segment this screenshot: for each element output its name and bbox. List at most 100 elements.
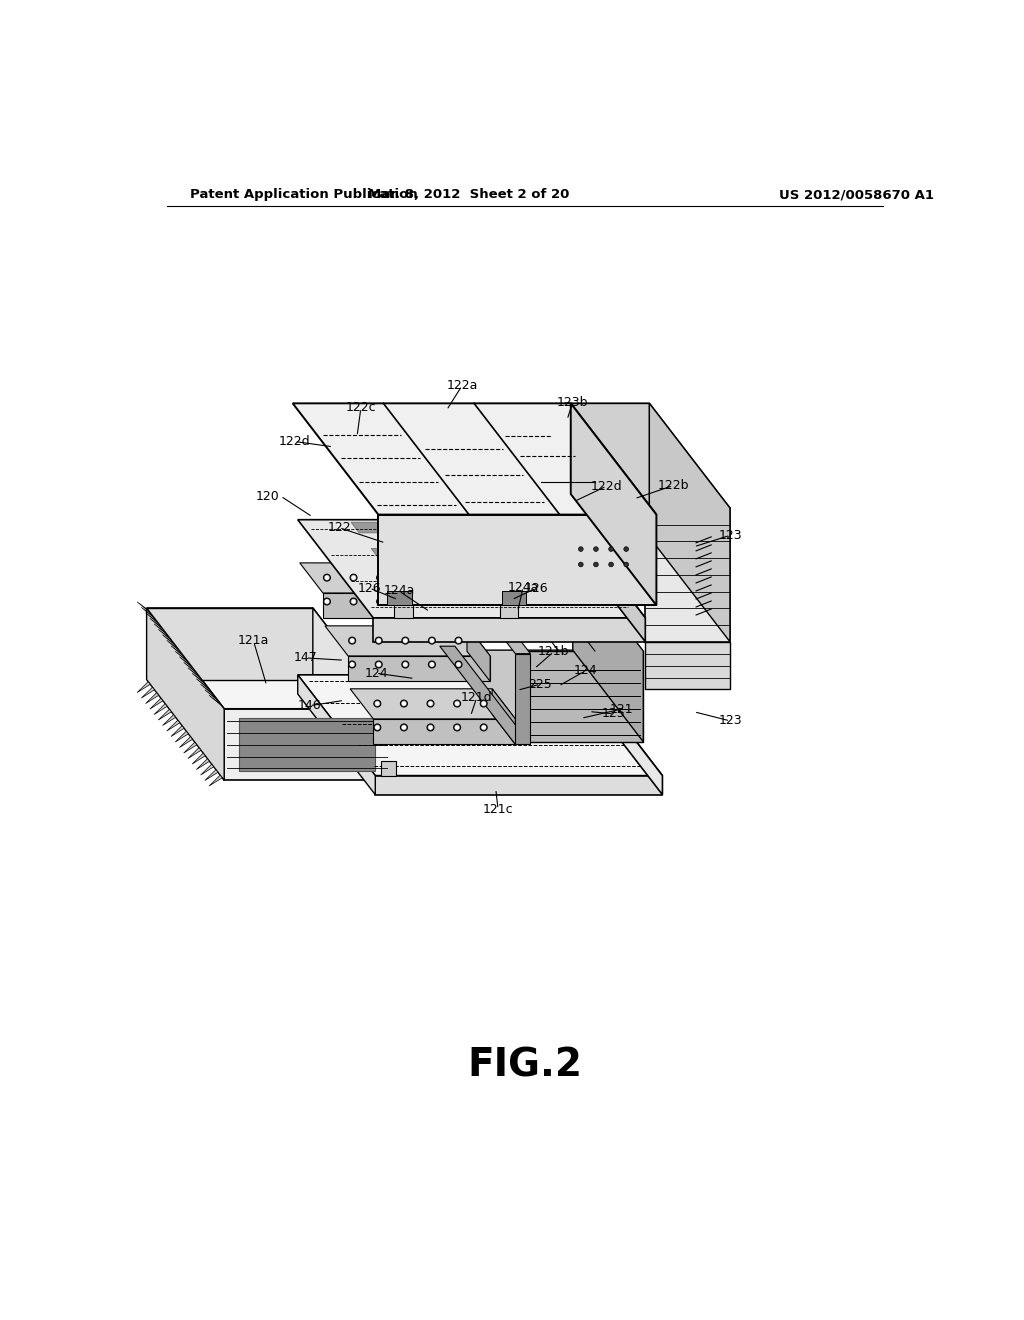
Text: 123b: 123b (557, 396, 588, 409)
Circle shape (579, 562, 583, 566)
Text: 123: 123 (719, 529, 742, 541)
Polygon shape (188, 747, 201, 759)
Polygon shape (501, 589, 518, 618)
Polygon shape (298, 675, 376, 795)
Polygon shape (372, 549, 419, 558)
Circle shape (430, 663, 434, 667)
Text: Patent Application Publication: Patent Application Publication (190, 189, 418, 202)
Polygon shape (527, 671, 567, 684)
Circle shape (427, 700, 434, 708)
Text: 121: 121 (609, 702, 633, 715)
Text: 122: 122 (328, 521, 351, 535)
Polygon shape (441, 562, 465, 619)
Polygon shape (538, 684, 567, 693)
Polygon shape (387, 591, 412, 606)
Polygon shape (150, 698, 163, 709)
Polygon shape (154, 624, 167, 635)
Circle shape (348, 661, 355, 668)
Polygon shape (645, 508, 730, 642)
Polygon shape (374, 618, 645, 642)
Circle shape (455, 725, 460, 730)
Circle shape (400, 723, 408, 731)
Circle shape (350, 663, 354, 667)
Polygon shape (201, 684, 214, 696)
Polygon shape (323, 593, 465, 619)
Polygon shape (467, 626, 490, 681)
Polygon shape (205, 770, 218, 780)
Circle shape (480, 723, 487, 731)
Polygon shape (493, 689, 515, 744)
Text: 122a: 122a (446, 379, 478, 392)
Text: Mar. 8, 2012  Sheet 2 of 20: Mar. 8, 2012 Sheet 2 of 20 (369, 189, 569, 202)
Circle shape (455, 661, 462, 668)
Circle shape (324, 598, 331, 605)
Polygon shape (515, 653, 530, 744)
Circle shape (624, 562, 629, 566)
Circle shape (594, 562, 598, 566)
Polygon shape (193, 673, 205, 684)
Text: 122d: 122d (591, 479, 623, 492)
Polygon shape (150, 618, 163, 630)
Polygon shape (175, 651, 188, 663)
Polygon shape (522, 651, 643, 742)
Text: 122c: 122c (345, 401, 376, 414)
Circle shape (401, 661, 409, 668)
Circle shape (480, 700, 487, 708)
Circle shape (377, 598, 384, 605)
Polygon shape (141, 688, 155, 698)
Circle shape (377, 639, 381, 643)
Polygon shape (171, 726, 184, 737)
Text: 123: 123 (719, 714, 742, 727)
Polygon shape (348, 656, 490, 681)
Polygon shape (325, 626, 490, 656)
Text: 120: 120 (256, 490, 280, 503)
Polygon shape (201, 764, 214, 775)
Circle shape (325, 576, 330, 579)
Polygon shape (167, 640, 180, 651)
Polygon shape (209, 775, 222, 785)
Polygon shape (167, 721, 180, 731)
Polygon shape (163, 635, 176, 645)
Text: 121a: 121a (238, 635, 269, 647)
Polygon shape (446, 549, 495, 558)
Polygon shape (179, 657, 193, 668)
Polygon shape (427, 523, 474, 533)
Circle shape (430, 574, 437, 581)
Polygon shape (209, 696, 222, 706)
Text: FIG.2: FIG.2 (467, 1045, 583, 1084)
Circle shape (427, 723, 434, 731)
Polygon shape (298, 520, 645, 618)
Polygon shape (376, 776, 663, 795)
Circle shape (378, 599, 382, 603)
Circle shape (377, 663, 381, 667)
Polygon shape (564, 404, 649, 537)
Circle shape (351, 599, 356, 603)
Polygon shape (154, 704, 167, 714)
Polygon shape (645, 642, 730, 689)
Circle shape (431, 599, 435, 603)
Polygon shape (145, 693, 159, 704)
Circle shape (430, 639, 434, 643)
Text: 121d: 121d (461, 692, 493, 704)
Circle shape (375, 701, 380, 706)
Circle shape (428, 725, 433, 730)
Circle shape (404, 599, 409, 603)
Polygon shape (477, 587, 524, 598)
Polygon shape (293, 404, 656, 515)
Polygon shape (569, 520, 645, 642)
Text: 146: 146 (298, 700, 322, 713)
Circle shape (374, 723, 381, 731)
Circle shape (428, 701, 433, 706)
Polygon shape (374, 719, 515, 744)
Circle shape (350, 598, 357, 605)
Circle shape (378, 576, 382, 579)
Text: 121c: 121c (482, 803, 513, 816)
Polygon shape (171, 645, 184, 656)
Polygon shape (572, 560, 643, 742)
Circle shape (325, 599, 330, 603)
Polygon shape (439, 647, 530, 744)
Circle shape (454, 700, 461, 708)
Circle shape (375, 725, 380, 730)
Circle shape (351, 576, 356, 579)
Circle shape (403, 574, 411, 581)
